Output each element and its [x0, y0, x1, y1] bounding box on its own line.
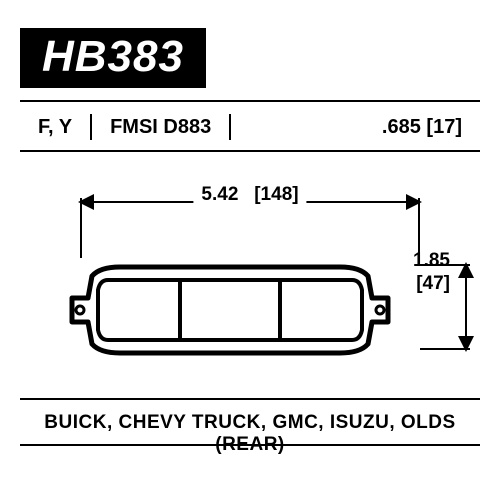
divider — [20, 100, 480, 102]
ear-hole — [376, 306, 384, 314]
width-dimension: 5.42 [148] — [80, 190, 420, 214]
divider — [20, 444, 480, 446]
height-label: 1.85 [47] — [413, 250, 450, 296]
spec-sheet: HB383 F, Y FMSI D883 .685 [17] 5.42 [148… — [0, 0, 500, 500]
thickness-in: .685 — [382, 116, 421, 139]
spec-compounds: F, Y — [20, 114, 92, 140]
height-in: 1.85 — [413, 250, 450, 273]
divider — [20, 150, 480, 152]
ear-hole — [76, 306, 84, 314]
height-mm: [47] — [413, 273, 450, 296]
spec-fmsi: FMSI D883 — [92, 114, 231, 140]
spec-thickness: .685 [17] — [364, 114, 480, 140]
brake-pad-outline — [60, 250, 400, 360]
width-in: 5.42 — [201, 184, 238, 205]
arrow-left-icon — [78, 194, 94, 210]
height-dimension — [454, 264, 478, 350]
arrow-down-icon — [458, 336, 474, 352]
pad-friction-face — [98, 280, 362, 340]
part-number-badge: HB383 — [20, 28, 206, 88]
part-number: HB383 — [42, 32, 184, 81]
spacer — [231, 114, 364, 140]
divider — [20, 398, 480, 400]
spec-row: F, Y FMSI D883 .685 [17] — [20, 114, 480, 140]
diagram-area: 5.42 [148] 1.85 [47] — [20, 170, 480, 390]
width-mm: [148] — [254, 184, 298, 205]
arrow-up-icon — [458, 262, 474, 278]
fitment-text: BUICK, CHEVY TRUCK, GMC, ISUZU, OLDS (RE… — [20, 412, 480, 456]
arrow-right-icon — [406, 194, 422, 210]
thickness-mm: [17] — [426, 116, 462, 139]
width-label: 5.42 [148] — [193, 184, 306, 206]
